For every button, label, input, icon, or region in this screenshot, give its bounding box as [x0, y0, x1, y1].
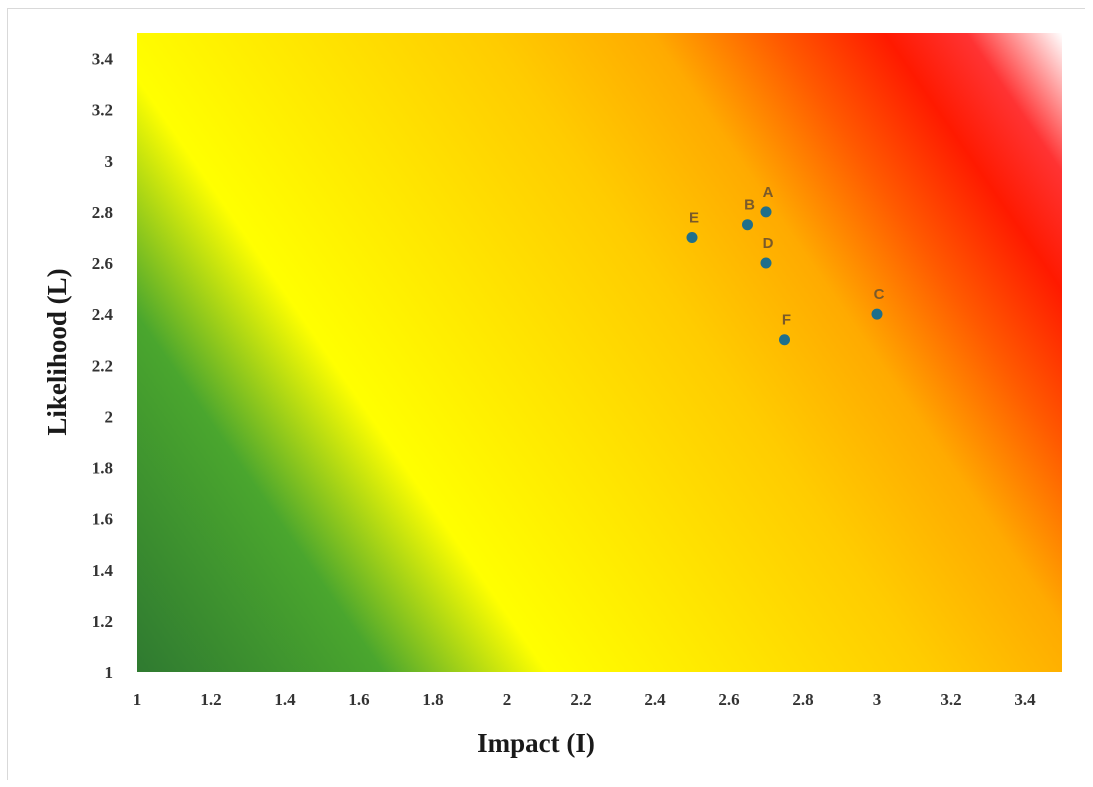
y-tick-label: 1.6 [92, 510, 113, 529]
x-tick-label: 2 [503, 690, 512, 709]
y-tick-label: 1 [105, 663, 114, 682]
x-tick-label: 2.8 [792, 690, 813, 709]
x-tick-label: 2.2 [570, 690, 591, 709]
y-axis-ticks: 1 1.2 1.4 1.6 1.8 2 2.2 2.4 2.6 2.8 3 3.2 3.4 [92, 50, 114, 682]
x-axis-title: Impact (I) [477, 728, 595, 758]
data-label-e: E [689, 209, 699, 226]
x-tick-label: 3.2 [940, 690, 961, 709]
x-tick-label: 3.4 [1014, 690, 1036, 709]
x-tick-label: 3 [873, 690, 882, 709]
y-tick-label: 2.2 [92, 356, 113, 375]
y-tick-label: 3.4 [92, 50, 114, 69]
x-tick-label: 2.4 [644, 690, 666, 709]
data-point-e [686, 231, 698, 243]
data-label-c: C [874, 286, 885, 303]
y-tick-label: 3 [105, 152, 114, 171]
y-tick-label: 2 [105, 407, 114, 426]
data-point-f [779, 334, 790, 346]
x-tick-label: 1.8 [422, 690, 443, 709]
data-label-d: D [763, 235, 774, 252]
data-point-d [760, 257, 772, 269]
data-point-c [871, 308, 883, 320]
y-tick-label: 2.8 [92, 203, 113, 222]
data-point-b [742, 219, 753, 231]
data-label-f: F [782, 312, 791, 329]
x-tick-label: 2.6 [718, 690, 739, 709]
x-tick-label: 1 [133, 690, 142, 709]
data-point-a [760, 206, 772, 218]
data-label-b: B [744, 197, 755, 214]
x-axis-ticks: 1 1.2 1.4 1.6 1.8 2 2.2 2.4 2.6 2.8 3 3.2 3.4 [133, 690, 1036, 709]
x-tick-label: 1.2 [200, 690, 221, 709]
chart-frame [7, 8, 1085, 780]
y-tick-label: 2.4 [92, 305, 114, 324]
y-axis-title: Likelihood (L) [42, 268, 72, 435]
y-tick-label: 3.2 [92, 101, 113, 120]
y-tick-label: 2.6 [92, 254, 113, 273]
data-label-a: A [763, 184, 774, 201]
y-tick-label: 1.8 [92, 459, 113, 478]
y-tick-label: 1.2 [92, 612, 113, 631]
data-points: AB C D E F [686, 184, 885, 346]
x-tick-label: 1.6 [348, 690, 369, 709]
x-tick-label: 1.4 [274, 690, 296, 709]
heatmap-background [137, 33, 1062, 672]
y-tick-label: 1.4 [92, 561, 114, 580]
